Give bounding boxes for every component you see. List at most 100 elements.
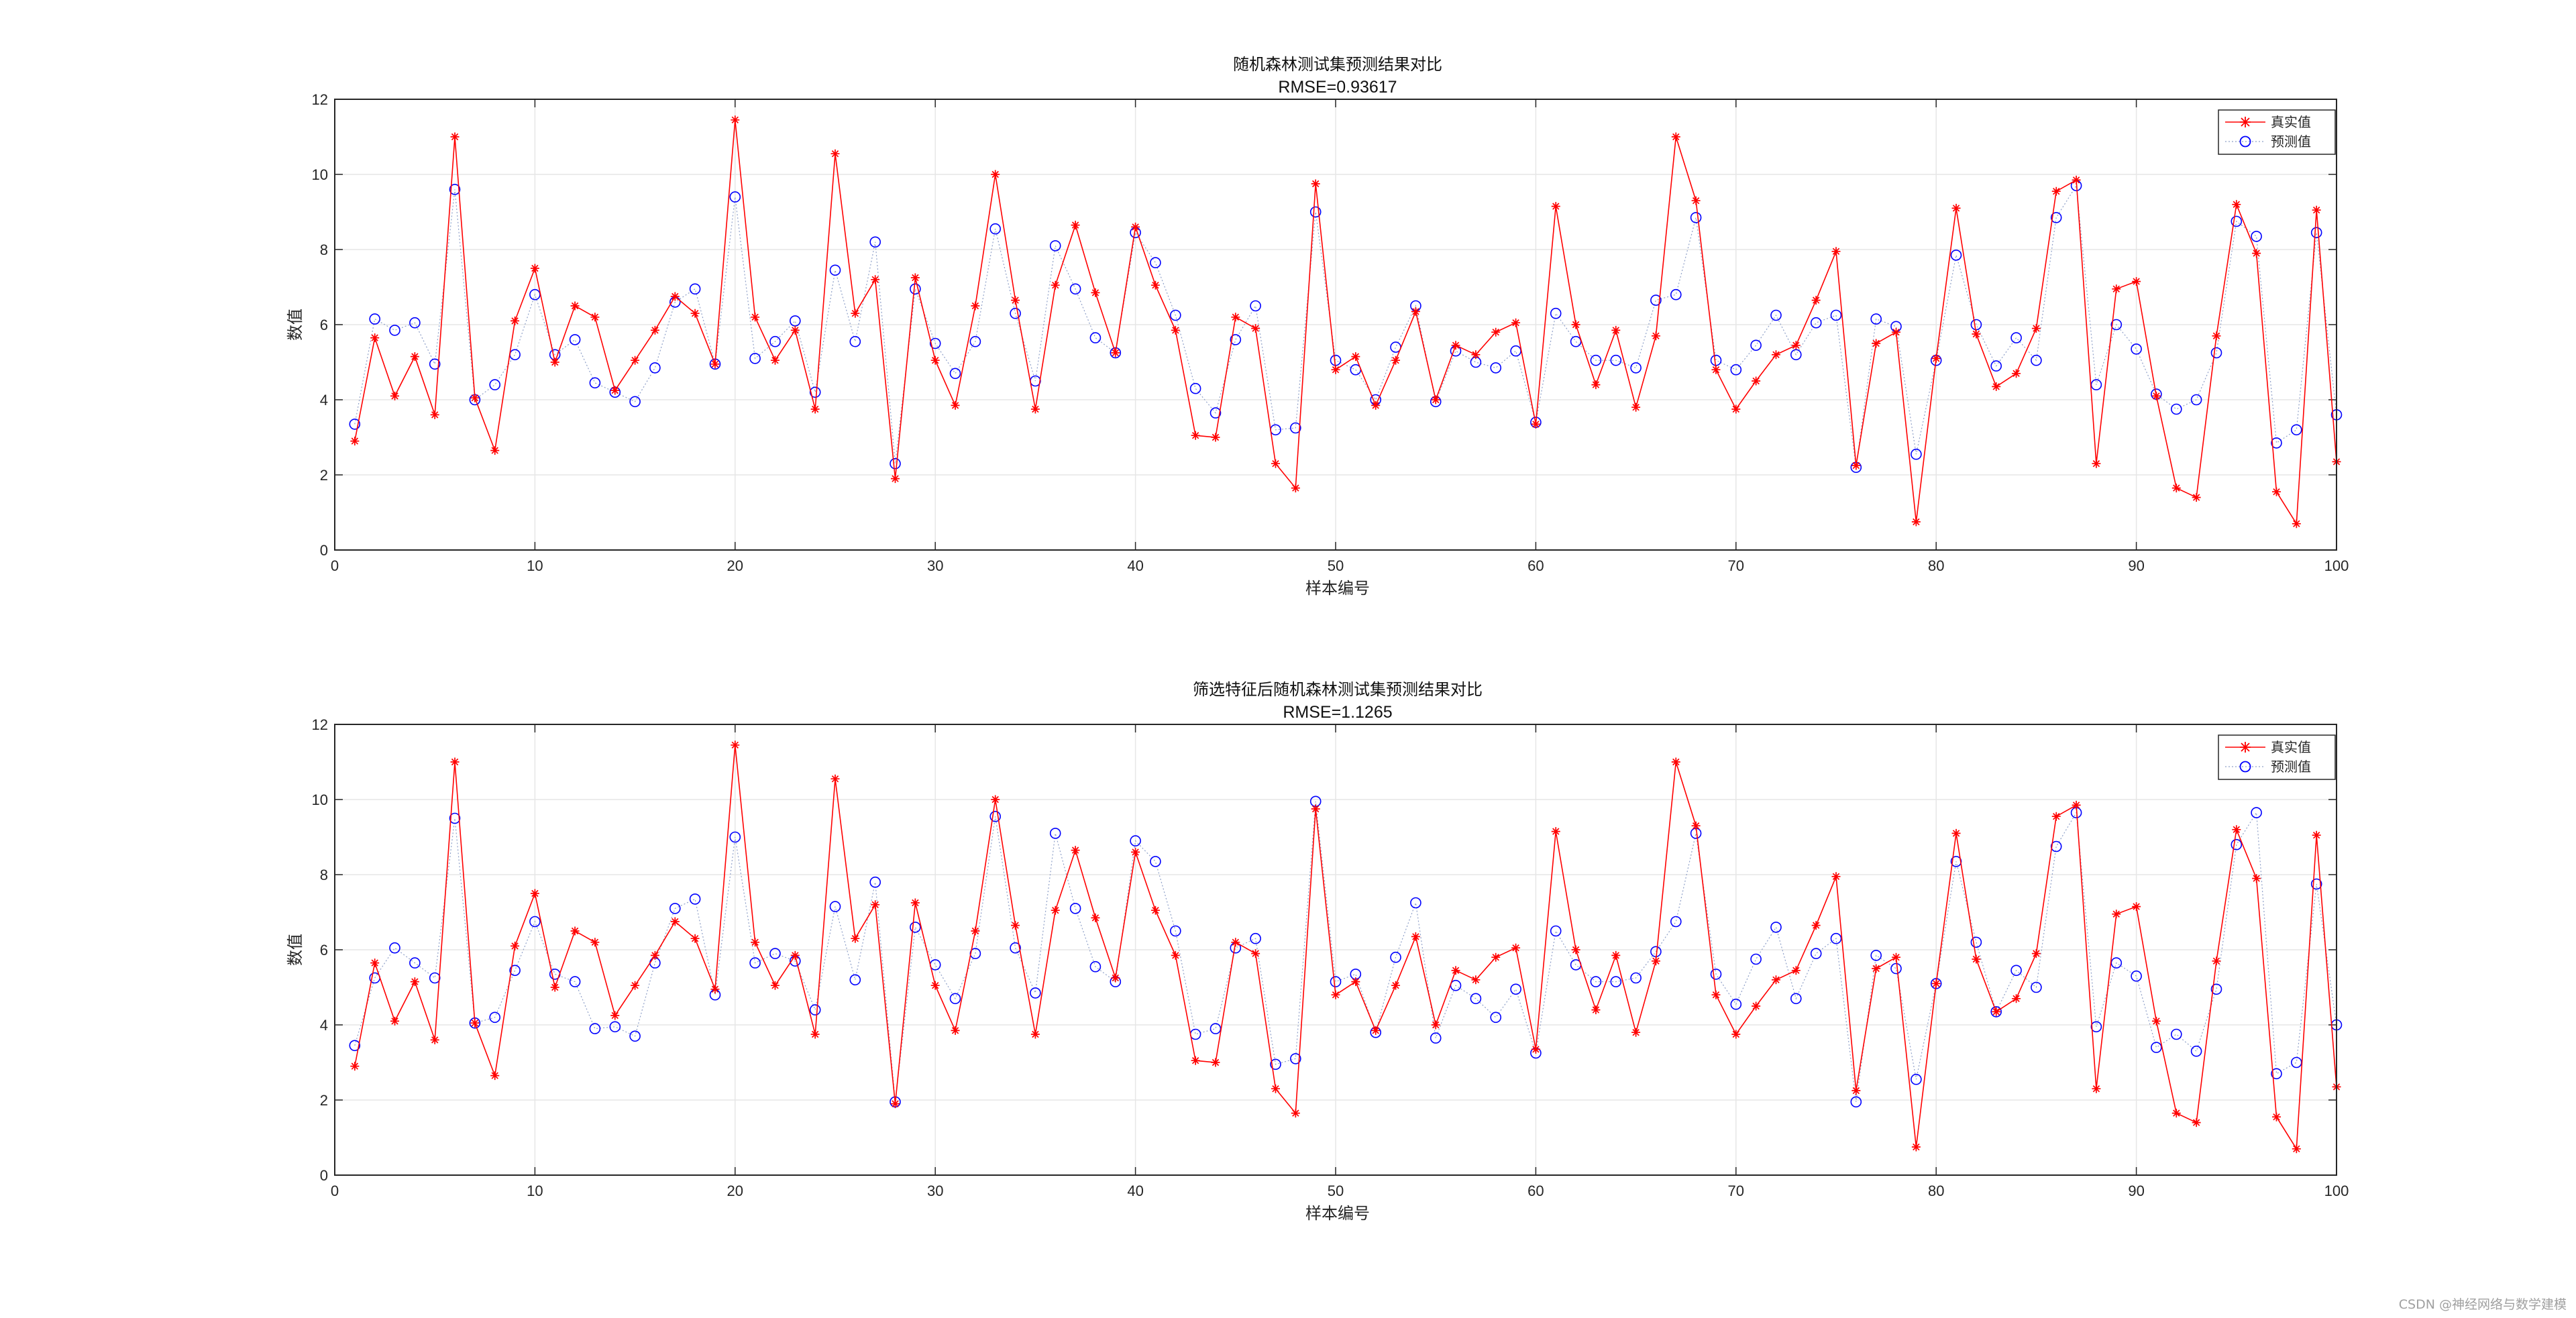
data-point-actual	[910, 273, 920, 282]
data-point-predicted	[729, 831, 741, 843]
data-point-predicted	[389, 325, 400, 336]
data-point-predicted	[869, 876, 881, 888]
data-point-actual	[1731, 404, 1741, 414]
data-point-actual	[770, 355, 780, 365]
axis-ticks: 0 10 20 30 40 50 60 70 80 90 100 0 2 4 6 8 10 12	[312, 716, 2349, 1199]
data-point-actual	[1150, 280, 1160, 290]
data-point-predicted	[989, 223, 1001, 235]
data-point-predicted	[429, 358, 441, 370]
data-point-predicted	[2271, 437, 2282, 449]
x-tick-label: 40	[1127, 1183, 1143, 1199]
data-point-predicted	[729, 191, 741, 203]
data-point-predicted	[1930, 978, 1942, 989]
data-point-actual	[650, 325, 659, 335]
data-point-predicted	[1150, 856, 1161, 867]
data-point-predicted	[1870, 950, 1882, 961]
data-point-actual	[2312, 830, 2321, 840]
data-point-actual	[1351, 352, 1360, 362]
series-layer	[349, 740, 2343, 1154]
data-point-actual	[710, 985, 720, 994]
data-point-predicted	[849, 335, 861, 347]
data-point-predicted	[349, 1040, 361, 1052]
data-point-actual	[2031, 324, 2041, 333]
data-point-actual	[550, 358, 559, 367]
data-point-predicted	[1270, 1058, 1281, 1070]
data-point-actual	[1371, 1026, 1381, 1035]
x-tick-label: 80	[1928, 557, 1944, 574]
data-point-predicted	[669, 903, 681, 914]
data-point-predicted	[1210, 407, 1222, 419]
series-line-actual	[354, 119, 2337, 526]
data-point-predicted	[1110, 347, 1122, 359]
data-point-actual	[2012, 369, 2021, 378]
data-point-predicted	[2010, 332, 2022, 343]
data-point-predicted	[2210, 983, 2222, 995]
data-point-actual	[1251, 949, 1260, 958]
data-point-actual	[590, 313, 600, 322]
data-point-actual	[1471, 975, 1481, 985]
data-point-predicted	[2131, 970, 2142, 982]
data-point-actual	[610, 386, 620, 395]
data-point-predicted	[1010, 942, 1021, 954]
data-point-actual	[851, 309, 860, 318]
data-point-actual	[1711, 365, 1721, 374]
data-point-actual	[1972, 329, 1981, 339]
x-tick-label: 90	[2128, 557, 2144, 574]
chart-subtitle: RMSE=0.93617	[1278, 78, 1397, 97]
data-point-predicted	[609, 1021, 621, 1033]
data-point-actual	[2171, 1109, 2181, 1118]
data-point-actual	[550, 983, 559, 992]
plot-area-border	[334, 724, 2337, 1176]
data-point-actual	[2151, 1016, 2161, 1026]
data-point-predicted	[1830, 932, 1842, 944]
data-point-predicted	[1309, 206, 1322, 218]
data-point-actual	[511, 316, 520, 325]
data-point-actual	[631, 355, 640, 365]
data-point-predicted	[1770, 922, 1782, 933]
y-tick-label: 6	[320, 317, 328, 333]
data-point-predicted	[409, 317, 421, 329]
data-point-actual	[830, 774, 840, 783]
data-point-predicted	[569, 334, 581, 345]
data-point-actual	[1191, 1056, 1200, 1065]
data-point-actual	[490, 446, 500, 455]
data-point-predicted	[489, 379, 501, 390]
data-point-predicted	[1790, 993, 1802, 1005]
data-point-predicted	[1730, 998, 1742, 1010]
data-point-actual	[350, 437, 360, 446]
x-tick-label: 0	[331, 557, 339, 574]
data-point-predicted	[949, 993, 961, 1005]
data-point-actual	[650, 950, 659, 960]
data-point-actual	[1631, 1028, 1641, 1037]
data-point-actual	[2252, 249, 2261, 258]
data-point-predicted	[429, 972, 441, 984]
data-point-actual	[2092, 459, 2101, 468]
data-point-actual	[1411, 932, 1420, 941]
x-tick-label: 60	[1527, 1183, 1544, 1199]
data-point-predicted	[2031, 981, 2042, 993]
data-point-actual	[2112, 910, 2121, 919]
data-point-actual	[2212, 956, 2221, 966]
data-point-actual	[1491, 327, 1501, 337]
data-point-actual	[1691, 821, 1701, 830]
data-point-predicted	[2171, 403, 2182, 415]
y-tick-label: 8	[320, 867, 328, 883]
data-point-actual	[1191, 431, 1200, 440]
data-point-predicted	[1210, 1023, 1222, 1034]
data-point-actual	[891, 1099, 900, 1109]
data-point-actual	[1691, 196, 1701, 205]
data-point-actual	[1391, 355, 1401, 365]
circle-marker-icon	[2239, 135, 2251, 148]
data-point-actual	[891, 474, 900, 484]
y-axis-label: 数值	[286, 309, 305, 341]
data-point-actual	[690, 309, 700, 318]
asterisk-marker-icon	[2240, 742, 2251, 753]
data-point-actual	[1131, 222, 1140, 231]
data-point-predicted	[1170, 309, 1181, 321]
data-point-actual	[1271, 1084, 1280, 1093]
data-point-predicted	[809, 386, 821, 398]
x-tick-label: 20	[727, 1183, 743, 1199]
data-point-actual	[1251, 324, 1260, 333]
data-point-predicted	[1870, 313, 1882, 325]
data-point-actual	[690, 934, 700, 943]
